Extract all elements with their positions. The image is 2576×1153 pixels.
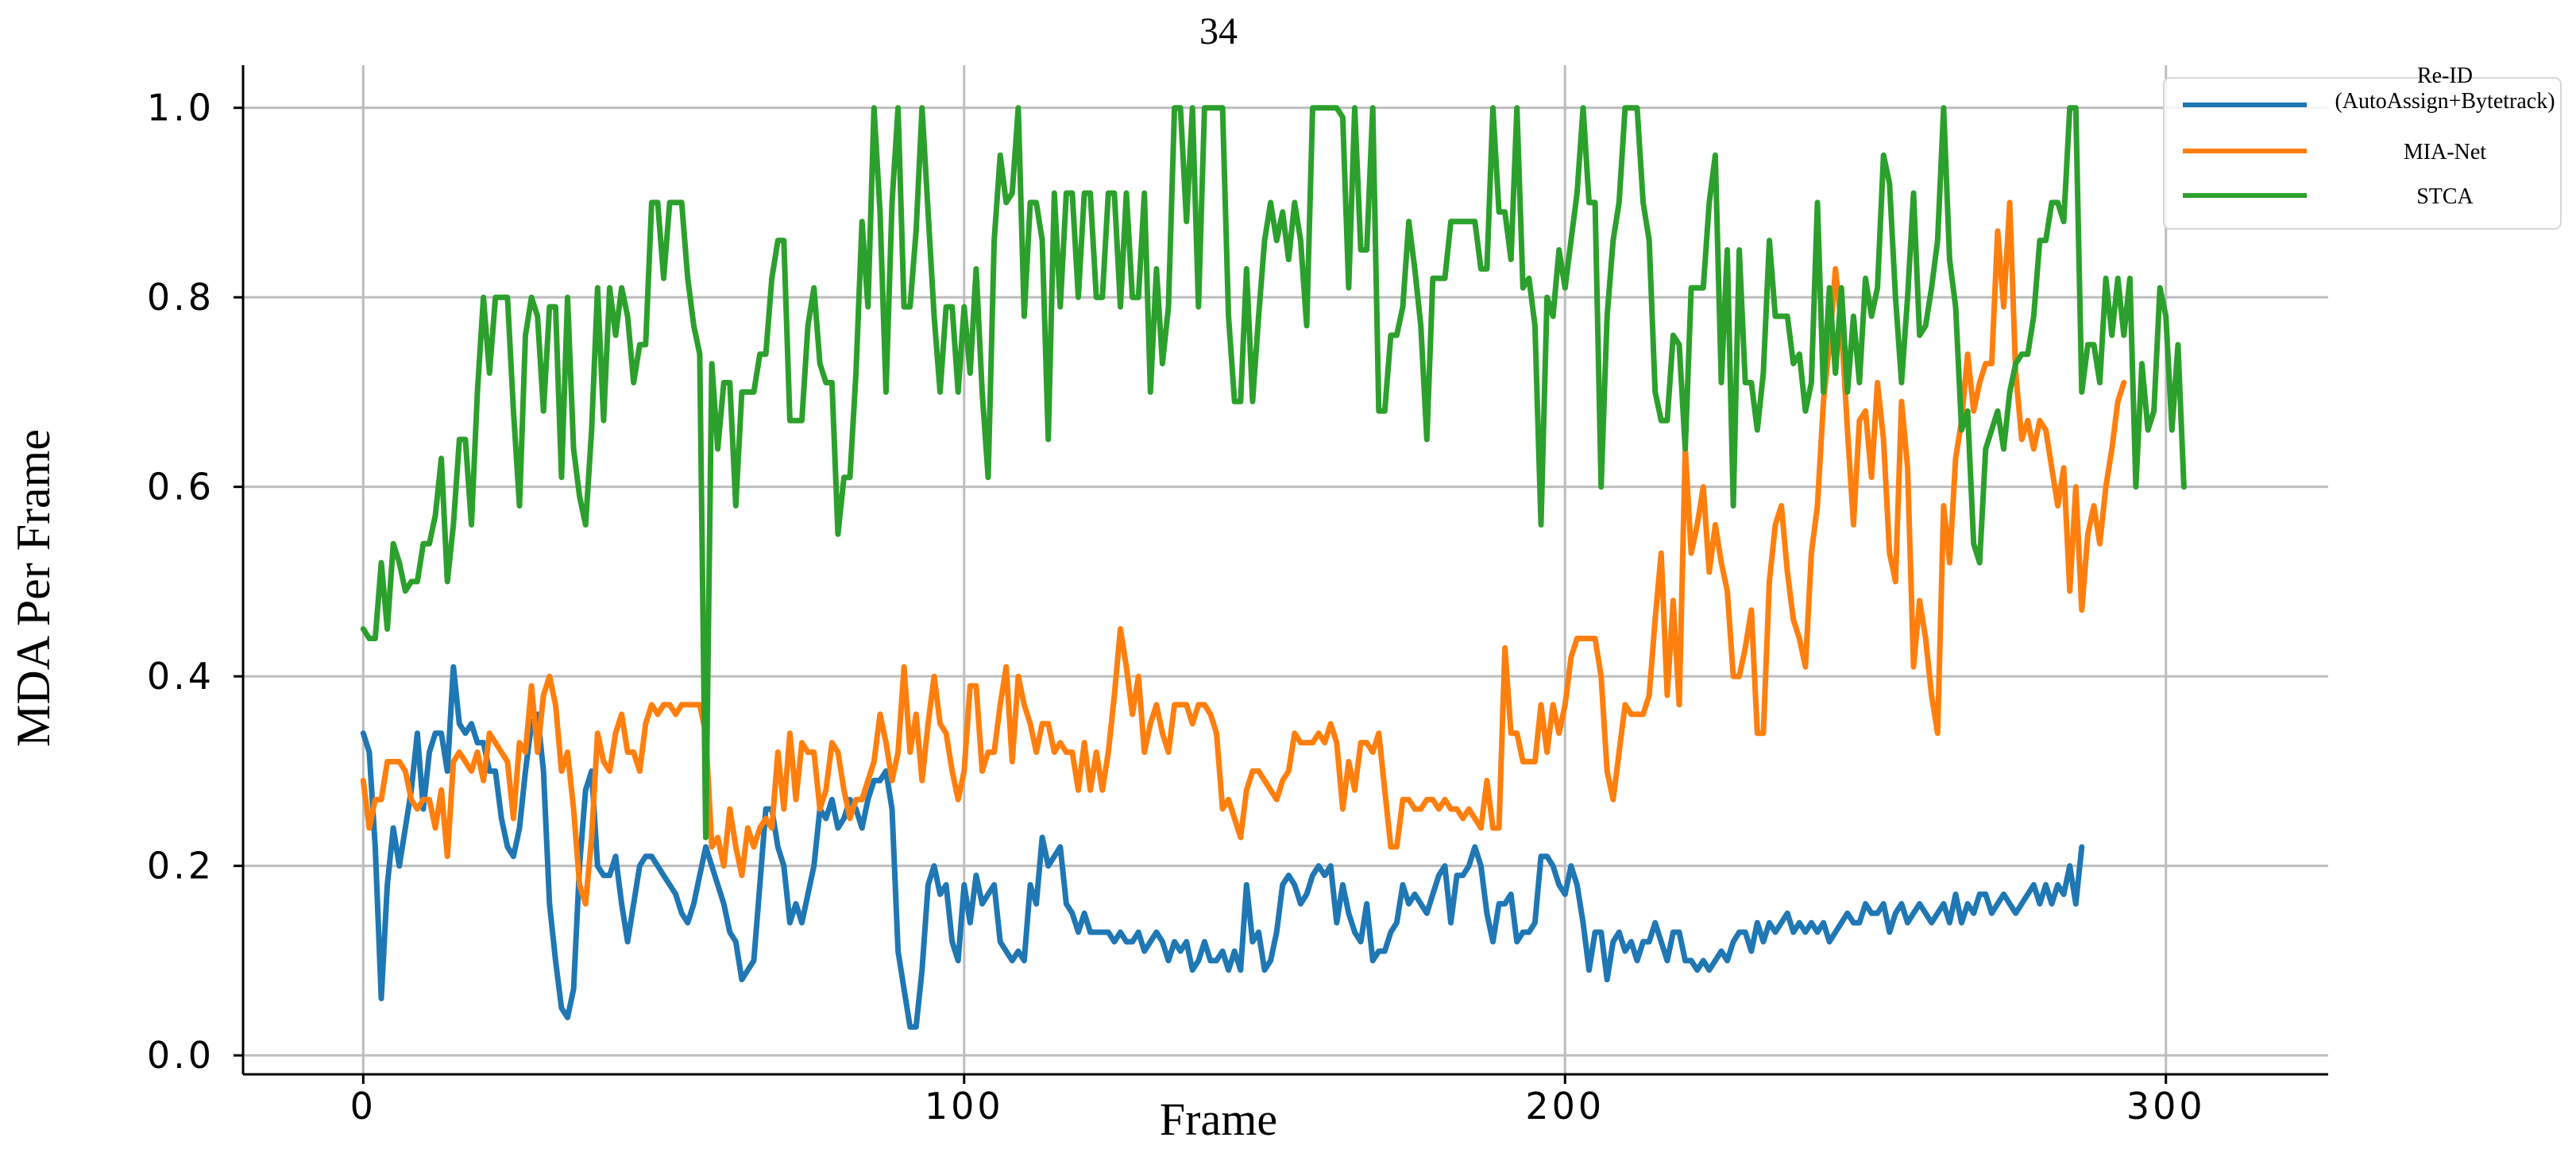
x-tick-label: 200	[1525, 1085, 1605, 1128]
legend-label-2: MIA-Net	[2404, 140, 2486, 164]
plot-lines	[360, 105, 2187, 1030]
y-tick-label: 1.0	[147, 87, 214, 130]
y-tick-label: 0.2	[147, 845, 214, 888]
x-axis-label: Frame	[1160, 1093, 1277, 1145]
x-tick-label: 0	[350, 1085, 377, 1128]
chart-title: 34	[1199, 10, 1238, 52]
y-tick-label: 0.4	[147, 655, 214, 698]
y-axis-ticks: 0.0 0.2 0.4 0.6 0.8 1.0	[147, 87, 243, 1077]
y-tick-label: 0.6	[147, 466, 214, 509]
legend-label-1: Re-ID (AutoAssign+Bytetrack)	[2335, 64, 2555, 114]
x-tick-label: 300	[2126, 1085, 2206, 1128]
y-tick-label: 0.0	[147, 1034, 214, 1077]
x-axis-ticks: 0 100 200 300	[350, 1074, 2206, 1128]
legend-label-3: STCA	[2416, 184, 2474, 209]
y-axis-label: MDA Per Frame	[7, 429, 60, 747]
legend: Re-ID (AutoAssign+Bytetrack) MIA-Net STCA	[2163, 64, 2562, 230]
series-line-3	[360, 105, 2187, 841]
x-tick-label: 100	[925, 1085, 1004, 1128]
y-tick-label: 0.8	[147, 276, 214, 319]
legend-box	[2163, 77, 2562, 230]
series-line-1	[360, 664, 2085, 1030]
